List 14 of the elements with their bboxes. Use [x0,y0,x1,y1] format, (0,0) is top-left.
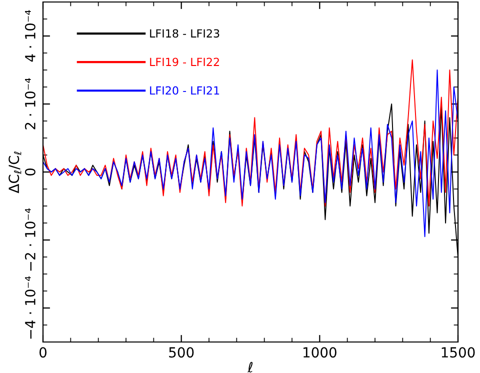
x-tick-label: 1500 [442,347,475,358]
y-tick-label: 4 · 10⁻⁴ [24,10,36,62]
x-tick-label: 500 [169,347,194,358]
y-tick-label: 2 · 10⁻⁴ [24,78,36,130]
x-axis-title: ℓ [247,362,253,372]
y-tick-label: −4 · 10⁻⁴ [24,276,36,339]
x-tick-label: 0 [39,347,46,358]
text: LFI19 - LFI22 [150,58,219,66]
text: LFI20 - LFI21 [150,86,220,95]
text: LFI18 - LFI23 [150,29,220,38]
y-tick-label: −2 · 10⁻⁴ [24,208,36,271]
y-tick-label: 0 [24,168,36,176]
x-tick-label: 1000 [304,347,336,358]
y-axis-title: ΔC$_{ℓ}$/C$_{ℓ}$ [8,152,22,194]
